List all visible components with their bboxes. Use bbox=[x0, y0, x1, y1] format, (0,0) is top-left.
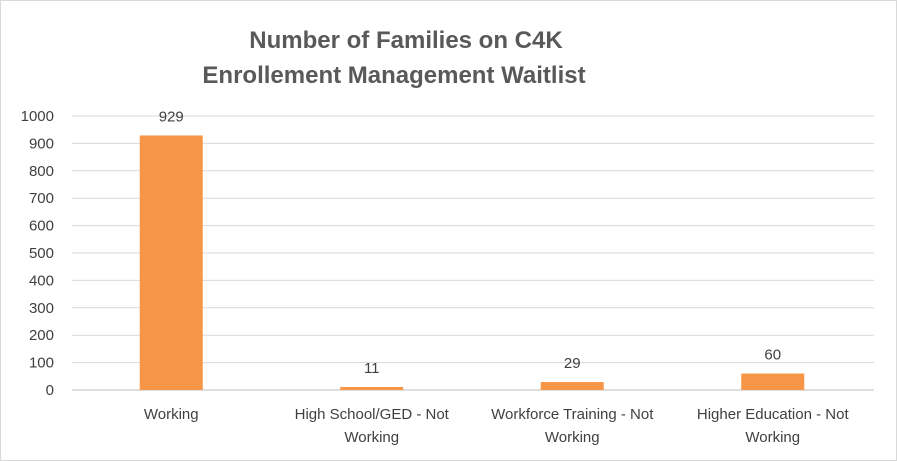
y-tick-label: 900 bbox=[29, 135, 54, 152]
y-tick-label: 300 bbox=[29, 300, 54, 317]
y-tick-label: 500 bbox=[29, 245, 54, 262]
y-tick-label: 400 bbox=[29, 272, 54, 289]
category-label: Working bbox=[745, 429, 800, 446]
data-label: 11 bbox=[364, 360, 380, 377]
category-label: Working bbox=[545, 429, 600, 446]
y-tick-label: 100 bbox=[29, 355, 54, 372]
y-tick-label: 0 bbox=[46, 382, 54, 399]
chart-title-line-1: Number of Families on C4K bbox=[249, 27, 563, 54]
data-label: 929 bbox=[159, 108, 184, 125]
category-label: Working bbox=[344, 429, 399, 446]
y-tick-label: 600 bbox=[29, 218, 54, 235]
category-label: Higher Education - Not bbox=[697, 406, 850, 423]
x-axis-category-labels: Working High School/GED - Not Working Workf… bbox=[144, 406, 850, 446]
bar bbox=[741, 373, 805, 390]
category-label: Workforce Training - Not bbox=[491, 406, 654, 423]
y-tick-label: 200 bbox=[29, 327, 54, 344]
bar bbox=[139, 135, 203, 390]
gridlines bbox=[72, 115, 874, 391]
category-label: Working bbox=[144, 406, 199, 423]
bars bbox=[139, 135, 805, 390]
y-tick-label: 700 bbox=[29, 190, 54, 207]
data-labels: 929 11 29 60 bbox=[159, 108, 781, 377]
category-label: High School/GED - Not bbox=[295, 406, 450, 423]
bar bbox=[540, 382, 604, 390]
data-label: 60 bbox=[764, 347, 781, 364]
y-axis-tick-labels: 0 100 200 300 400 500 600 700 800 900 1000 bbox=[21, 108, 54, 399]
chart-title-line-2: Enrollement Management Waitlist bbox=[202, 62, 585, 89]
y-tick-label: 800 bbox=[29, 163, 54, 180]
y-tick-label: 1000 bbox=[21, 108, 54, 125]
data-label: 29 bbox=[564, 355, 581, 372]
bar bbox=[340, 386, 404, 390]
